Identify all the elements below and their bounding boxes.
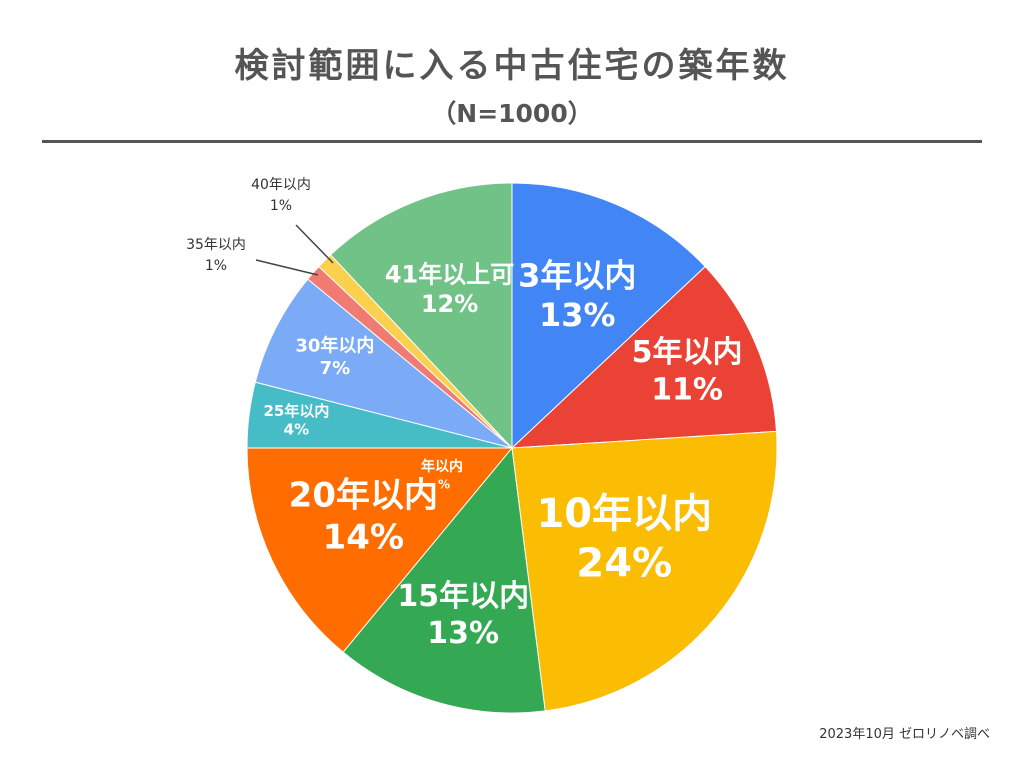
pie-slice — [511, 182, 706, 450]
slice-percent: 1% — [270, 198, 292, 214]
slice-percent: 13% — [427, 616, 499, 651]
slice-label: 30年以内 — [295, 335, 374, 357]
pie-labels: 3年以内13%5年以内11%10年以内24%15年以内13%年以内%20年以内1… — [186, 177, 742, 651]
leader-line — [255, 259, 319, 276]
slice-label: 25年以内 — [263, 402, 329, 420]
slice-label: 5年以内 — [632, 335, 743, 370]
slice-percent: 4% — [284, 421, 309, 439]
slice-label: 10年以内 — [536, 491, 712, 537]
slice-label: 20年以内 — [289, 475, 438, 515]
source-note: 2023年10月 ゼロリノベ調べ — [819, 727, 990, 742]
slice-label: 3年以内 — [518, 256, 636, 294]
leader-line — [295, 224, 334, 264]
pie-slice — [342, 446, 546, 714]
slice-label: 40年以内 — [251, 177, 311, 193]
slice-percent: 13% — [539, 296, 616, 334]
pie-slice — [510, 265, 778, 449]
slice-label: 年以内 — [421, 458, 463, 475]
slice-percent: 1% — [205, 258, 227, 274]
slice-percent: 11% — [651, 372, 723, 407]
pie-slices — [246, 182, 778, 714]
slice-percent: % — [438, 478, 450, 492]
chart-subtitle: （N=1000） — [431, 99, 593, 128]
pie-slice — [246, 447, 514, 653]
pie-slice — [329, 182, 513, 450]
header-divider — [42, 140, 982, 143]
chart-title: 検討範囲に入る中古住宅の築年数 — [234, 46, 790, 86]
slice-percent: 24% — [576, 541, 672, 587]
pie-slice — [254, 278, 513, 449]
slice-label: 35年以内 — [186, 237, 246, 253]
pie-slice — [511, 430, 778, 712]
slice-label: 41年以上可 — [385, 260, 514, 288]
slice-label: 15年以内 — [397, 579, 529, 614]
slice-percent: 14% — [323, 518, 404, 558]
slice-percent: 12% — [421, 290, 478, 318]
slice-percent: 7% — [320, 358, 351, 379]
